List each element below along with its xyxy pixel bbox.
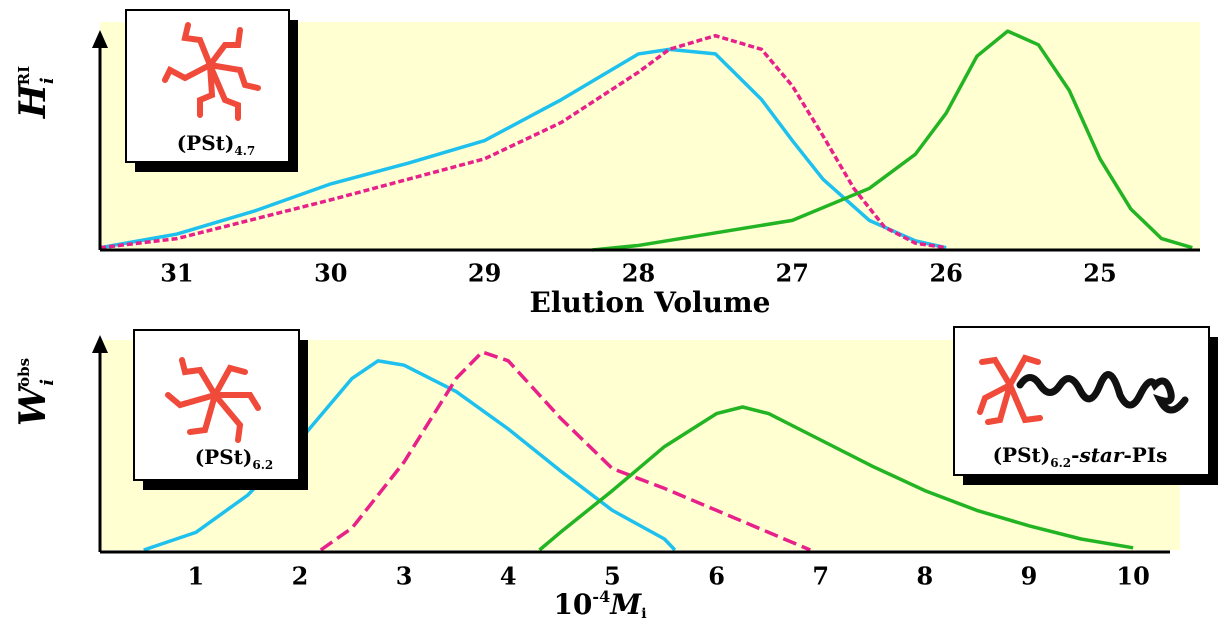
x-tick-label: 2 xyxy=(292,562,309,591)
x-tick-label: 10 xyxy=(1116,562,1149,591)
x-tick-label: 9 xyxy=(1021,562,1038,591)
inset-bottom-left xyxy=(133,329,308,490)
x-tick-label: 6 xyxy=(708,562,725,591)
line xyxy=(143,359,677,552)
annotation-text: (PSt) xyxy=(993,443,1051,467)
annotation-text: (PSt) xyxy=(195,445,253,469)
axes xyxy=(98,40,1200,554)
inset-top xyxy=(125,9,298,172)
y-label-base: W xyxy=(12,382,54,426)
y-label-sup: obs xyxy=(15,358,33,387)
x-tick-label: 1 xyxy=(187,562,204,591)
annotation-sub: 6.2 xyxy=(1050,456,1071,470)
y-label-base: H xyxy=(12,83,54,119)
x-label-var: M xyxy=(609,588,642,621)
annotation-sub: 4.7 xyxy=(234,144,255,158)
line xyxy=(99,33,947,250)
curves xyxy=(99,29,1193,552)
x-tick-label: 27 xyxy=(776,259,809,288)
y-label-sub: i xyxy=(37,77,58,84)
line xyxy=(538,405,1134,552)
annotation: (PSt)6.2 xyxy=(195,445,274,472)
annotation-suffix: -PIs xyxy=(1123,443,1167,467)
annotation-text: (PSt) xyxy=(177,131,235,155)
x-tick-label: 31 xyxy=(160,259,193,288)
x-tick-label: 7 xyxy=(812,562,829,591)
x-tick-label: 5 xyxy=(604,562,621,591)
annotation-prefix: - xyxy=(1071,443,1079,467)
x-tick-label: 26 xyxy=(929,259,962,288)
y-label-sub: i xyxy=(37,379,58,386)
inset-bottom-right xyxy=(953,326,1218,485)
annotation-sub: 6.2 xyxy=(252,458,273,472)
annotation: (PSt)4.7 xyxy=(177,131,256,158)
y-label-sup: RI xyxy=(15,66,33,85)
x-tick-label: 8 xyxy=(916,562,933,591)
annotation-italic: star xyxy=(1078,443,1124,467)
line xyxy=(319,350,811,552)
y-axis-label: Wiobs xyxy=(12,358,58,426)
x-label-base: 10 xyxy=(553,588,592,621)
x-label-sup: -4 xyxy=(592,587,610,606)
annotation: (PSt)6.2-star-PIs xyxy=(993,443,1168,470)
x-tick-label: 29 xyxy=(468,259,501,288)
x-tick-label: 30 xyxy=(314,259,347,288)
x-axis-label: Elution Volume xyxy=(530,286,771,319)
y-axis-label: Hi RI xyxy=(12,66,58,119)
x-tick-label: 3 xyxy=(396,562,413,591)
line xyxy=(99,47,947,250)
x-label-sub: i xyxy=(641,606,646,622)
x-tick-label: 28 xyxy=(622,259,655,288)
x-tick-label: 4 xyxy=(500,562,517,591)
line xyxy=(592,29,1193,252)
x-axis-label: 10-4Mi xyxy=(553,587,646,622)
x-tick-label: 25 xyxy=(1083,259,1116,288)
